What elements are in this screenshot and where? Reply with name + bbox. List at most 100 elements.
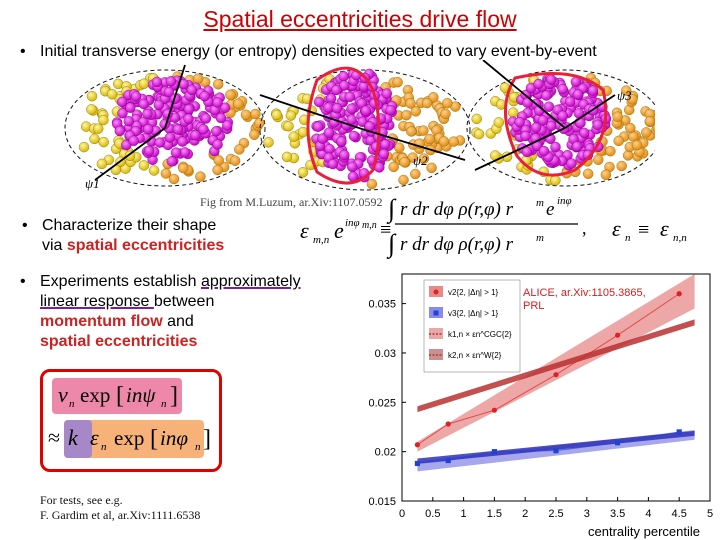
spatial-eccentricities-highlight: spatial eccentricities [66, 237, 225, 254]
svg-text:ε: ε [612, 216, 621, 241]
data-point-0-3 [553, 372, 559, 378]
x-tick-label: 3.5 [610, 508, 625, 520]
psi3-label: ψ3 [617, 88, 632, 103]
bullet-text: Initial transverse energy (or entropy) d… [40, 43, 597, 60]
band-3 [417, 430, 695, 464]
linear-response-formula: v n exp [ inψ n ] ≈ k ε n exp [ inφ n ] [48, 382, 211, 453]
svg-text:ε: ε [660, 216, 669, 241]
svg-text:ε: ε [90, 425, 99, 450]
flow-vs-centrality-chart: 0 0.5 1 1.5 2 2.5 3 3.5 4 4.5 5 0.015 0.02 0.025 0.03 0… [368, 273, 713, 539]
linear-response-underlined: linear response [40, 293, 154, 310]
series-line-1 [417, 431, 680, 464]
legend-entry: v3{2, |Δη| > 1} [448, 309, 499, 318]
approximately-underlined: approximately [200, 273, 301, 290]
svg-text:n: n [69, 398, 75, 410]
reference-line: For tests, see e.g. [40, 493, 123, 507]
y-tick-label: 0.025 [368, 397, 396, 409]
data-point-0-1 [445, 421, 451, 427]
x-tick-label: 4.5 [672, 508, 687, 520]
svg-text:v: v [58, 382, 68, 407]
data-point-1-1 [445, 457, 451, 464]
svg-text:m,n: m,n [362, 220, 377, 231]
data-point-0-0 [414, 442, 420, 448]
data-point-1-0 [414, 460, 420, 467]
data-point-1-3 [553, 448, 559, 454]
svg-text:n,n: n,n [673, 232, 687, 244]
slide-title: Spatial eccentricities drive flow [203, 6, 517, 32]
bullet-text: between [153, 293, 215, 310]
svg-text:n: n [195, 441, 201, 453]
bullet-text: Experiments establish [40, 273, 201, 290]
legend-marker [433, 289, 439, 295]
bullet-characterize: • Characterize their shape via spatial ec… [22, 217, 225, 254]
svg-text:n: n [101, 441, 107, 453]
psi1-label: ψ1 [85, 176, 100, 191]
svg-text:e: e [546, 199, 554, 220]
data-point-1-2 [491, 449, 497, 455]
svg-text:exp: exp [114, 426, 144, 450]
svg-text:[: [ [150, 426, 158, 452]
figure-caption: Fig from M.Luzum, ar.Xiv:1107.0592 [200, 195, 383, 209]
x-tick-label: 0.5 [425, 508, 440, 520]
bullet-experiments: • Experiments establish approximately lin… [20, 273, 301, 350]
eccentricity-formula: ε m,n e inφ m,n ≡ ∫ r dr dφ ρ(r,φ) r m e… [300, 194, 687, 259]
y-tick-label: 0.03 [375, 348, 396, 360]
svg-text:m,n: m,n [313, 234, 330, 246]
legend-entry: k1,n × εn^CGC{2} [448, 330, 512, 339]
svg-text:ε: ε [300, 218, 309, 243]
y-tick-label: 0.035 [368, 299, 396, 311]
density-event-3 [466, 60, 655, 187]
band-2 [417, 319, 695, 413]
spatial-eccentricities-highlight: spatial eccentricities [40, 333, 198, 350]
data-point-1-4 [615, 440, 621, 446]
chart-annotation-line2: PRL [523, 300, 544, 312]
chart-annotation: ALICE, ar.Xiv:1105.3865, [523, 287, 646, 299]
tests-reference: For tests, see e.g. F. Gardim et al, ar.… [40, 493, 200, 523]
svg-text:[: [ [116, 383, 124, 409]
bullet-text: Characterize their shape [42, 217, 217, 234]
psi-annotations: ψ1 ψ2 ψ3 [85, 88, 632, 191]
svg-text:≡: ≡ [380, 219, 391, 241]
svg-text:k: k [68, 425, 79, 450]
x-tick-label: 2 [522, 508, 528, 520]
data-point-0-4 [615, 332, 621, 338]
bullet-text-prefix: via [42, 237, 67, 254]
svg-text:]: ] [203, 426, 211, 452]
reference-line: F. Gardim et al, ar.Xiv:1111.6538 [40, 508, 201, 522]
bullet-initial-densities: • Initial transverse energy (or entropy) … [20, 43, 597, 60]
svg-text:n: n [625, 232, 631, 244]
x-tick-label: 3 [584, 508, 590, 520]
svg-text:inφ: inφ [345, 217, 360, 229]
series-line-0 [417, 293, 680, 446]
k-coefficient-box [64, 420, 92, 458]
vn-term-box [52, 378, 182, 414]
svg-text:≈: ≈ [48, 425, 60, 450]
x-tick-label: 4 [645, 508, 651, 520]
momentum-flow-highlight: momentum flow [40, 313, 163, 330]
svg-text:m: m [536, 197, 544, 209]
bullet-text: and [162, 313, 194, 330]
density-event-1 [64, 64, 266, 187]
svg-text:n: n [161, 398, 167, 410]
svg-text:]: ] [170, 383, 178, 409]
density-figures: ψ1 ψ2 ψ3 [64, 60, 655, 191]
x-tick-label: 0 [399, 508, 405, 520]
x-tick-label: 1.5 [487, 508, 502, 520]
x-tick-label: 5 [707, 508, 713, 520]
y-tick-label: 0.02 [375, 447, 396, 459]
data-point-0-5 [676, 291, 682, 297]
density-event-2 [259, 66, 471, 191]
svg-text:exp: exp [80, 383, 110, 407]
legend-entry: k2,n × εn^W{2} [448, 351, 502, 360]
data-point-0-2 [491, 407, 497, 413]
svg-text:r dr dφ ρ(r,φ) r: r dr dφ ρ(r,φ) r [400, 199, 514, 220]
svg-text:∫: ∫ [386, 194, 397, 224]
svg-text:∫: ∫ [386, 229, 397, 259]
svg-text:r dr dφ ρ(r,φ) r: r dr dφ ρ(r,φ) r [400, 234, 514, 255]
svg-text:inφ: inφ [557, 195, 572, 207]
x-tick-label: 2.5 [548, 508, 563, 520]
psi2-label: ψ2 [413, 153, 428, 168]
svg-text:m: m [536, 232, 544, 244]
svg-text:e: e [334, 218, 344, 243]
x-axis-label: centrality percentile [588, 524, 700, 539]
